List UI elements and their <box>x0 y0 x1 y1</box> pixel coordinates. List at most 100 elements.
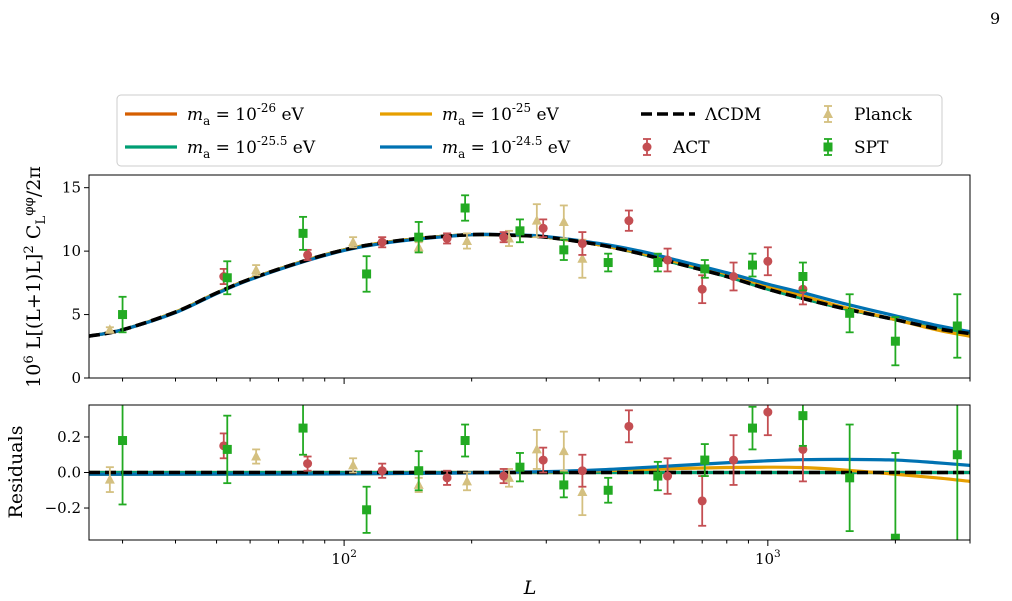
legend: ma = 10-26 eV ma = 10-25.5 eV ma = 10-25 e… <box>116 94 943 167</box>
curve-ma_1e-24.5 <box>89 232 970 338</box>
act-point <box>377 237 387 247</box>
act-point <box>377 466 387 476</box>
top-data-points <box>104 194 962 367</box>
top-y-axis-label: 106 L[(L+1)L]2 CLφφ/2π <box>22 166 49 388</box>
legend-label: ma = 10-26 eV <box>187 101 305 128</box>
legend-label: ACT <box>672 138 710 158</box>
bottom-y-ticks: −0.2 0.0 0.2 <box>45 428 89 517</box>
act-point <box>729 272 739 281</box>
y-tick-label: 5 <box>71 306 81 324</box>
legend-item-ma_1e-24.5: ma = 10-24.5 eV <box>380 134 571 161</box>
act-point <box>538 223 548 233</box>
act-point <box>577 466 587 476</box>
legend-frame <box>116 94 943 167</box>
legend-item-ma_1e-26: ma = 10-26 eV <box>125 101 305 128</box>
spt-point <box>747 260 757 270</box>
spt-point <box>952 321 962 331</box>
planck-point <box>348 459 359 470</box>
act-point <box>624 421 634 431</box>
spt-point <box>890 336 900 346</box>
bottom-panel: −0.2 0.0 0.2 102​ 103​ Residuals L <box>5 404 971 599</box>
spt-point <box>298 423 308 433</box>
spt-point <box>414 232 424 242</box>
planck-point <box>577 486 588 497</box>
spt-point <box>603 258 613 268</box>
legend-item-ma_1e-25.5: ma = 10-25.5 eV <box>125 134 316 161</box>
spt-point <box>890 533 900 540</box>
y-tick-label: −0.2 <box>45 499 81 517</box>
spt-point <box>700 264 710 274</box>
curve-ma_1e-26 <box>89 232 970 338</box>
legend-label: ma = 10-24.5 eV <box>442 134 571 161</box>
act-point <box>729 455 739 465</box>
planck-point <box>462 475 473 486</box>
legend-label: ma = 10-25 eV <box>442 101 560 128</box>
y-tick-label: 0.2 <box>57 428 81 446</box>
spt-point <box>362 269 372 279</box>
act-point <box>663 471 673 481</box>
spt-point <box>700 455 710 465</box>
y-tick-label: 15 <box>62 179 81 197</box>
act-point <box>499 232 509 242</box>
spt-point <box>222 444 232 454</box>
act-point <box>577 239 587 249</box>
legend-label: ΛCDM <box>704 105 761 125</box>
planck-point <box>104 324 115 334</box>
legend-item-ma_1e-25: ma = 10-25 eV <box>380 101 560 128</box>
planck-point <box>104 474 115 484</box>
curve-ma_1e-25 <box>89 232 970 338</box>
spt-point <box>653 258 663 268</box>
spt-point <box>845 473 855 483</box>
top-x-ticks <box>122 378 971 384</box>
top-y-ticks: 0 5 10 15 <box>62 179 89 387</box>
act-point <box>303 250 313 260</box>
act-point <box>763 407 773 417</box>
top-plot-frame <box>88 174 971 379</box>
curve-ma_1e-25.5 <box>89 232 970 338</box>
y-tick-label: 10 <box>62 242 81 260</box>
legend-label: SPT <box>854 138 889 158</box>
legend-item-lcdm: ΛCDM <box>641 105 761 125</box>
top-curves <box>89 232 970 338</box>
legend-swatch <box>823 142 833 152</box>
spt-point <box>118 436 128 446</box>
legend-item-spt: SPT <box>823 138 889 158</box>
spt-point <box>118 310 128 320</box>
legend-label: Planck <box>854 105 912 125</box>
legend-swatch <box>642 142 652 152</box>
spt-point <box>559 245 569 255</box>
spt-point <box>653 471 663 481</box>
spt-point <box>362 505 372 515</box>
planck-point <box>531 443 542 454</box>
bottom-x-ticks: 102​ 103​ <box>122 540 971 568</box>
x-tick-label: 103​ <box>755 548 781 568</box>
planck-point <box>577 253 588 263</box>
spt-point <box>798 411 808 421</box>
act-point <box>763 256 773 266</box>
spt-point <box>952 450 962 460</box>
spt-point <box>798 272 808 281</box>
spt-point <box>515 462 525 472</box>
planck-point <box>251 264 262 275</box>
spt-point <box>603 485 613 495</box>
act-point <box>442 233 452 243</box>
act-point <box>624 216 634 226</box>
act-point <box>303 459 313 469</box>
legend-item-act: ACT <box>642 138 710 158</box>
legend-item-planck: Planck <box>823 105 912 125</box>
y-tick-label: 0.0 <box>57 464 81 482</box>
legend-label: ma = 10-25.5 eV <box>187 134 316 161</box>
act-point <box>499 471 509 481</box>
bottom-data-points <box>104 405 962 540</box>
spt-point <box>298 228 308 238</box>
planck-point <box>462 235 473 245</box>
spt-point <box>460 203 470 213</box>
curve-lcdm <box>89 232 970 338</box>
planck-point <box>558 445 569 456</box>
planck-point <box>348 236 359 247</box>
planck-point <box>251 451 262 461</box>
legend-swatch <box>823 108 833 118</box>
act-point <box>538 455 548 465</box>
act-point <box>697 496 707 506</box>
